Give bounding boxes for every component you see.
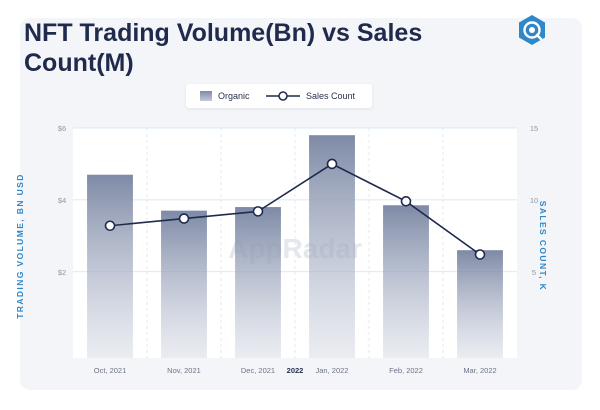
legend-line-swatch bbox=[266, 91, 300, 101]
x-tick-5: Mar, 2022 bbox=[463, 366, 496, 375]
sales-count-point-3 bbox=[326, 158, 338, 170]
sales-count-point-4 bbox=[400, 196, 412, 207]
x-year-marker: 2022 bbox=[287, 366, 304, 375]
bar-5 bbox=[457, 250, 503, 358]
x-tick-2: Dec, 2021 bbox=[241, 366, 275, 375]
sales-count-point-1 bbox=[178, 213, 190, 224]
legend-bar-swatch bbox=[200, 91, 212, 101]
sales-count-line bbox=[109, 163, 481, 256]
sales-count-point-2 bbox=[252, 206, 264, 217]
x-tick-4: Feb, 2022 bbox=[389, 366, 423, 375]
chart-legend: Organic Sales Count bbox=[186, 84, 372, 108]
y-right-tick-2: 15 bbox=[530, 124, 538, 133]
y-left-tick-1: $4 bbox=[58, 196, 66, 205]
y-right-tick-1: 10 bbox=[530, 196, 538, 205]
x-tick-0: Oct, 2021 bbox=[94, 366, 127, 375]
legend-bar-label: Organic bbox=[218, 91, 250, 101]
bar-1 bbox=[161, 210, 207, 358]
y-left-tick-2: $6 bbox=[58, 124, 66, 133]
y-right-tick-0: 5 bbox=[532, 268, 536, 277]
bar-4 bbox=[383, 205, 429, 358]
x-tick-1: Nov, 2021 bbox=[167, 366, 201, 375]
sales-count-point-5 bbox=[474, 249, 486, 260]
y-left-tick-0: $2 bbox=[58, 268, 66, 277]
sales-count-point-0 bbox=[104, 220, 116, 232]
appradar-logo-icon bbox=[519, 15, 545, 45]
chart-title: NFT Trading Volume(Bn) vs Sales Count(M) bbox=[24, 19, 423, 77]
x-tick-3: Jan, 2022 bbox=[316, 366, 349, 375]
bar-0 bbox=[87, 174, 133, 358]
legend-line-label: Sales Count bbox=[306, 91, 356, 101]
bar-2 bbox=[235, 207, 281, 358]
